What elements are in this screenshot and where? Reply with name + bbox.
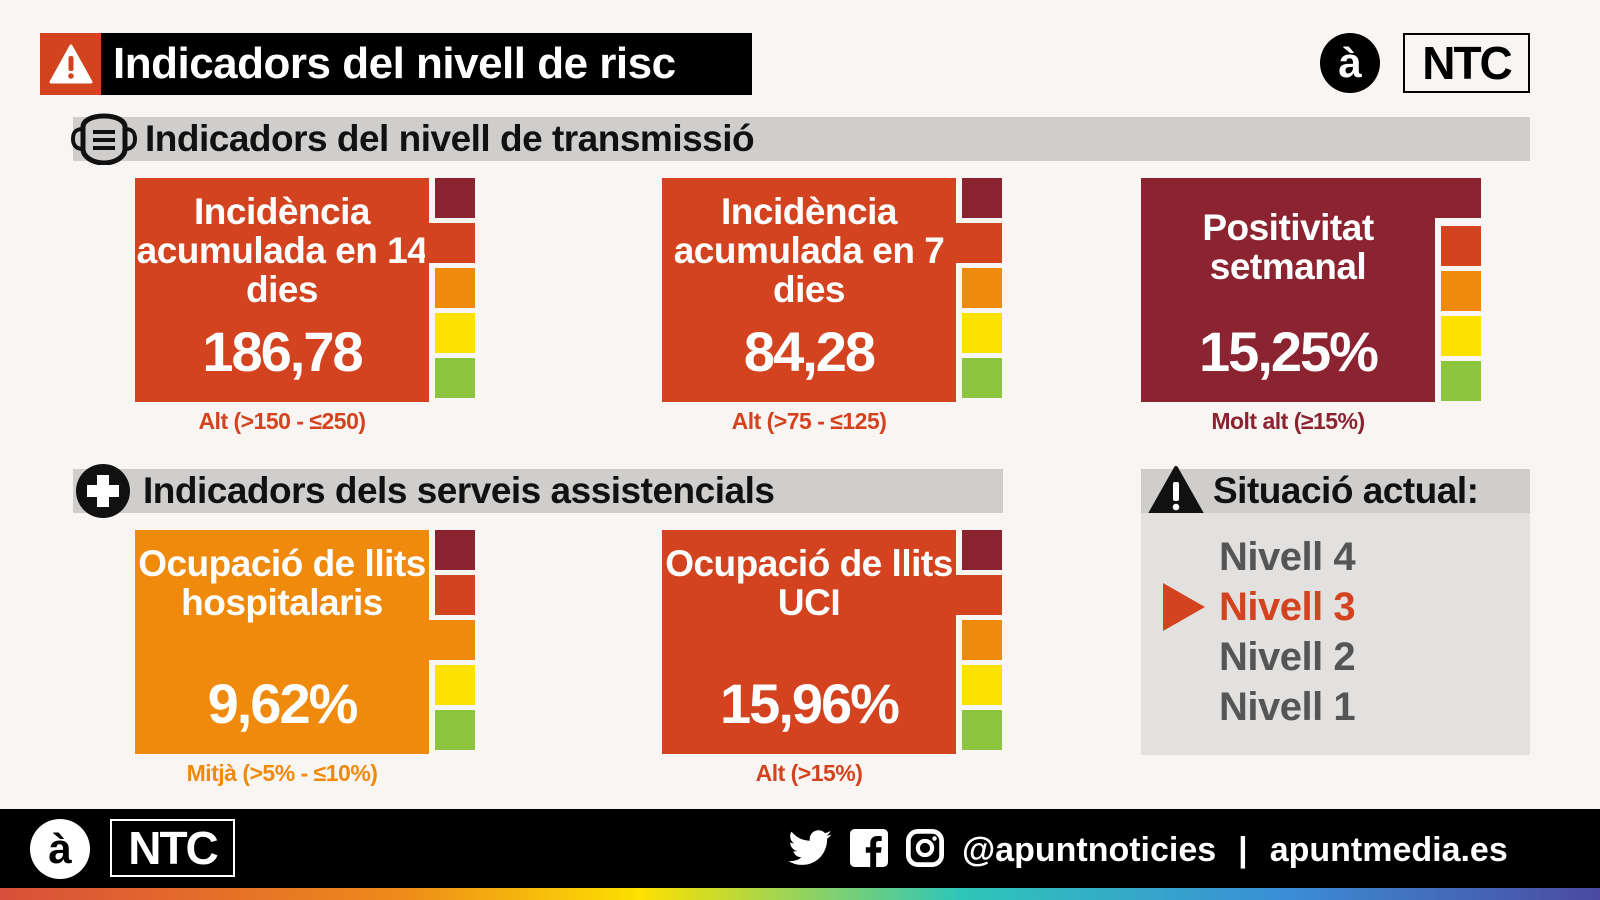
mask-icon xyxy=(69,113,139,165)
risk-scale-segment xyxy=(962,313,1002,353)
risk-scale-segment xyxy=(1441,361,1481,401)
indicator-value: 15,25% xyxy=(1199,320,1379,383)
risk-scale-segment xyxy=(435,178,475,218)
level-item: Nivell 3 xyxy=(1219,585,1356,629)
indicator-name: Incidència acumulada en 14 dies xyxy=(136,191,428,310)
warning-icon xyxy=(40,33,101,95)
risk-scale-segment xyxy=(1441,316,1481,356)
indicator-name: Positivitat setmanal xyxy=(1202,207,1374,287)
indicator-box: Ocupació de llits UCI 15,96% xyxy=(662,530,956,754)
risk-scale-segment xyxy=(425,620,475,660)
risk-scale-segment xyxy=(952,575,1002,615)
risk-level-label: Molt alt (≥15%) xyxy=(1211,408,1365,434)
indicator-box: Ocupació de llits hospitalaris 9,62% xyxy=(135,530,429,754)
risk-scale-segment xyxy=(962,620,1002,660)
risk-scale-segment xyxy=(425,223,475,263)
level-item: Nivell 4 xyxy=(1219,535,1356,579)
risk-level-label: Mitjà (>5% - ≤10%) xyxy=(186,760,378,786)
indicator-card: Incidència acumulada en 7 dies 84,28 xyxy=(662,178,1004,402)
section-title: Indicadors del nivell de transmissió xyxy=(145,118,755,159)
risk-scale-segment xyxy=(435,575,475,615)
situation-title: Situació actual: xyxy=(1213,470,1479,511)
apunt-logo: à xyxy=(30,819,90,879)
indicator-card: Positivitat setmanal 15,25% xyxy=(1141,178,1483,402)
situation-level-list: Nivell 4 Nivell 3 Nivell 2 Nivell 1 xyxy=(1141,513,1530,755)
risk-scale-segment xyxy=(435,313,475,353)
social-handle-link[interactable]: @apuntnoticies xyxy=(962,831,1217,869)
current-level-arrow-icon xyxy=(1163,583,1205,631)
indicator-card: Ocupació de llits hospitalaris 9,62% xyxy=(135,530,477,754)
indicator-value: 15,96% xyxy=(720,672,900,735)
indicator-value: 84,28 xyxy=(743,320,876,383)
risk-scale-segment xyxy=(952,223,1002,263)
indicator-value: 9,62% xyxy=(207,672,359,735)
risk-level-label: Alt (>75 - ≤125) xyxy=(731,408,887,434)
risk-scale-segment xyxy=(1431,178,1481,218)
risk-scale-segment xyxy=(962,268,1002,308)
plus-icon xyxy=(75,463,131,519)
facebook-icon[interactable] xyxy=(850,829,888,872)
website-link[interactable]: apuntmedia.es xyxy=(1269,831,1508,869)
risk-scale-segment xyxy=(435,665,475,705)
footer-bar: à NTC @apuntnoticies | apuntmedia.es xyxy=(0,809,1600,888)
transmission-section-header: Indicadors del nivell de transmissió xyxy=(70,113,1530,165)
instagram-icon[interactable] xyxy=(906,829,944,872)
ntc-logo: NTC xyxy=(1403,33,1530,93)
indicator-name: Incidència acumulada en 7 dies xyxy=(673,191,945,310)
indicator-box: Incidència acumulada en 7 dies 84,28 xyxy=(662,178,956,402)
indicator-value: 186,78 xyxy=(202,320,363,383)
ntc-logo: NTC xyxy=(110,819,235,877)
apunt-logo: à xyxy=(1320,33,1380,93)
separator: | xyxy=(1238,831,1248,869)
rainbow-stripe xyxy=(0,888,1600,900)
page-title: Indicadors del nivell de risc xyxy=(113,39,676,88)
risk-scale-segment xyxy=(962,358,1002,398)
section-title: Indicadors dels serveis assistencials xyxy=(143,470,775,511)
indicator-name: Ocupació de llits UCI xyxy=(665,543,953,623)
indicator-card: Ocupació de llits UCI 15,96% xyxy=(662,530,1004,754)
twitter-icon[interactable] xyxy=(788,830,832,871)
risk-scale-segment xyxy=(962,710,1002,750)
risk-scale-segment xyxy=(435,710,475,750)
risk-scale-segment xyxy=(1441,271,1481,311)
risk-scale-segment xyxy=(435,530,475,570)
page-title-bar: Indicadors del nivell de risc xyxy=(40,33,752,95)
risk-scale-segment xyxy=(435,358,475,398)
risk-scale-segment xyxy=(962,665,1002,705)
indicator-box: Incidència acumulada en 14 dies 186,78 xyxy=(135,178,429,402)
risk-scale-segment xyxy=(962,530,1002,570)
situation-header: Situació actual: xyxy=(1141,466,1530,516)
indicator-name: Ocupació de llits hospitalaris xyxy=(138,543,426,623)
warning-icon xyxy=(1147,465,1205,517)
risk-scale-segment xyxy=(1441,226,1481,266)
risk-scale-segment xyxy=(435,268,475,308)
level-item: Nivell 1 xyxy=(1219,685,1356,729)
level-item: Nivell 2 xyxy=(1219,635,1356,679)
risk-level-label: Alt (>15%) xyxy=(755,760,863,786)
services-section-header: Indicadors dels serveis assistencials xyxy=(73,464,1003,518)
risk-scale-segment xyxy=(962,178,1002,218)
risk-level-label: Alt (>150 - ≤250) xyxy=(198,408,366,434)
indicator-card: Incidència acumulada en 14 dies 186,78 xyxy=(135,178,477,402)
indicator-box: Positivitat setmanal 15,25% xyxy=(1141,178,1435,402)
